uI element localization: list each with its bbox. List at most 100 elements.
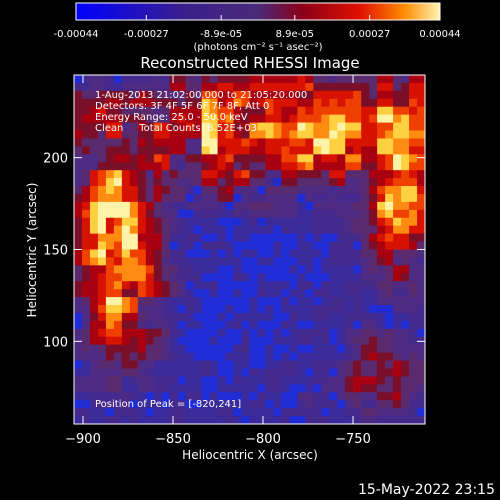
heatmap-cell xyxy=(385,416,394,424)
heatmap-cell xyxy=(401,360,410,370)
heatmap-cell xyxy=(89,297,99,306)
heatmap-cell xyxy=(233,217,243,227)
heatmap-cell xyxy=(345,154,354,163)
heatmap-cell xyxy=(97,130,107,140)
heatmap-cell xyxy=(217,186,227,195)
heatmap-cell xyxy=(121,146,131,155)
heatmap-cell xyxy=(321,257,330,266)
heatmap-cell xyxy=(377,360,386,370)
heatmap-cell xyxy=(177,265,187,274)
heatmap-cell xyxy=(369,336,378,346)
heatmap-cell xyxy=(345,249,354,259)
heatmap-cell xyxy=(369,344,378,354)
heatmap-cell xyxy=(329,376,338,385)
heatmap-cell xyxy=(249,408,259,417)
heatmap-cell xyxy=(241,106,251,116)
heatmap-cell xyxy=(297,257,306,266)
heatmap-cell xyxy=(273,193,283,203)
heatmap-cell xyxy=(289,392,298,401)
heatmap-cell xyxy=(321,376,330,385)
heatmap-cell xyxy=(113,376,123,385)
heatmap-cell xyxy=(209,225,219,235)
heatmap-cell xyxy=(169,178,179,187)
heatmap-cell xyxy=(329,368,338,378)
heatmap-cell xyxy=(305,281,314,290)
heatmap-cell xyxy=(273,98,283,108)
heatmap-cell xyxy=(145,408,155,417)
heatmap-cell xyxy=(281,408,290,417)
heatmap-cell xyxy=(257,106,267,116)
heatmap-cell xyxy=(273,352,283,362)
heatmap-cell xyxy=(289,233,298,243)
heatmap-cell xyxy=(209,193,219,203)
heatmap-cell xyxy=(217,249,227,259)
heatmap-cell xyxy=(297,178,306,187)
heatmap-cell xyxy=(137,344,147,354)
heatmap-cell xyxy=(169,114,179,124)
heatmap-cell xyxy=(169,376,179,385)
heatmap-cell xyxy=(385,75,394,84)
heatmap-cell xyxy=(377,217,386,227)
heatmap-cell xyxy=(409,400,418,409)
heatmap-cell xyxy=(177,82,187,92)
heatmap-cell xyxy=(337,384,346,393)
heatmap-cell xyxy=(329,400,338,409)
heatmap-cell xyxy=(417,217,425,227)
heatmap-cell xyxy=(265,186,275,195)
heatmap-cell xyxy=(137,233,147,243)
heatmap-cell xyxy=(385,154,394,163)
heatmap-cell xyxy=(241,114,251,124)
heatmap-cell xyxy=(169,392,179,401)
heatmap-cell xyxy=(345,384,354,393)
heatmap-cell xyxy=(225,186,235,195)
heatmap-cell xyxy=(169,281,179,290)
heatmap-cell xyxy=(201,130,211,140)
heatmap-cell xyxy=(369,281,378,290)
heatmap-cell xyxy=(89,106,99,116)
heatmap-cell xyxy=(321,400,330,409)
heatmap-cell xyxy=(297,193,306,203)
heatmap-cell xyxy=(241,257,251,266)
heatmap-cell xyxy=(321,217,330,227)
heatmap-cell xyxy=(361,241,370,251)
heatmap-cell xyxy=(161,241,171,251)
heatmap-cell xyxy=(105,186,115,195)
heatmap-cell xyxy=(185,98,195,108)
heatmap-cell xyxy=(177,273,187,282)
heatmap-cell xyxy=(361,75,370,84)
heatmap-cell xyxy=(113,297,123,306)
heatmap-cell xyxy=(257,305,267,314)
heatmap-cell xyxy=(393,154,402,163)
heatmap-cell xyxy=(153,408,163,417)
heatmap-cell xyxy=(273,289,283,298)
heatmap-cell xyxy=(313,289,322,298)
heatmap-cell xyxy=(145,178,155,187)
heatmap-cell xyxy=(225,360,235,370)
heatmap-cell xyxy=(289,328,298,338)
heatmap-cell xyxy=(353,154,362,163)
heatmap-cell xyxy=(193,241,203,251)
heatmap-cell xyxy=(233,178,243,187)
heatmap-cell xyxy=(305,170,314,179)
heatmap-cell xyxy=(289,336,298,346)
heatmap-cell xyxy=(145,201,155,211)
heatmap-cell xyxy=(289,249,298,259)
heatmap-cell xyxy=(249,249,259,259)
heatmap-cell xyxy=(233,320,243,330)
heatmap-cell xyxy=(313,193,322,203)
heatmap-cell xyxy=(193,336,203,346)
heatmap-cell xyxy=(377,416,386,424)
heatmap-cell xyxy=(153,106,163,116)
heatmap-cell xyxy=(289,408,298,417)
heatmap-cell xyxy=(393,305,402,314)
heatmap-cell xyxy=(209,416,219,424)
heatmap-cell xyxy=(129,186,139,195)
heatmap-cell xyxy=(321,320,330,330)
heatmap-cell xyxy=(193,312,203,322)
heatmap-cell xyxy=(161,193,171,203)
heatmap-cell xyxy=(353,90,362,100)
heatmap-cell xyxy=(369,130,378,140)
heatmap-cell xyxy=(217,392,227,401)
heatmap-cell xyxy=(369,90,378,100)
heatmap-cell xyxy=(417,360,425,370)
